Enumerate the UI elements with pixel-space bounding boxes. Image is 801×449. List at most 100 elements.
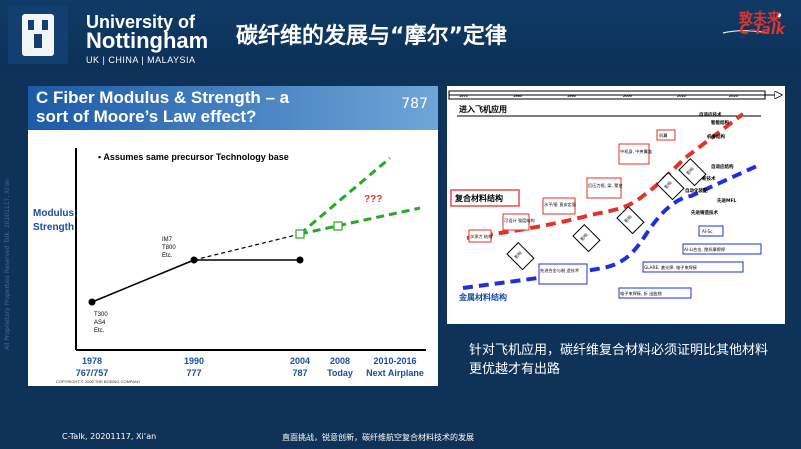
square-2004 (295, 229, 305, 239)
left-title-bar: C Fiber Modulus & Strength – a sort of M… (28, 86, 438, 130)
tag-4: 影响 (656, 171, 685, 201)
red-box-5 (618, 143, 650, 165)
square-2008 (333, 221, 343, 231)
left-chart: • Assumes same precursor Technology base… (33, 148, 426, 384)
red-box-1 (468, 229, 492, 243)
blue-box-2 (618, 287, 692, 299)
red-box-1-text: 次承力 结构 (470, 233, 492, 240)
tick-2008-year: 2008 (330, 356, 350, 366)
blue-box-5-text: Al-Sc (702, 229, 713, 234)
red-box-5-text: 中机身, 中央翼盒 (620, 148, 653, 155)
left-title: C Fiber Modulus & Strength – a sort of M… (36, 88, 289, 126)
tag-3-text: 影响 (623, 213, 634, 224)
question-text: ??? (364, 194, 382, 205)
left-panel: C Fiber Modulus & Strength – a sort of M… (28, 86, 438, 386)
label-1978-c: Etc. (94, 328, 105, 334)
blue-right-1: 自适应结构 (711, 163, 734, 170)
blue-box-1-text: 先进合金与制 造技术 (540, 267, 580, 274)
left-787-tag: 787 (401, 96, 428, 112)
blue-box-3-text: GLARE, 激光焊, 电子束焊接 (644, 264, 698, 271)
red-box-3-text: 水平/垂 直安定面 (544, 201, 576, 208)
timeline-1980: 1980 (513, 93, 523, 98)
tag-1-text: 影响 (513, 249, 524, 260)
timeline-2000: 2000 (623, 93, 633, 98)
tag-2-text: 影响 (579, 231, 590, 242)
metal-label: 金属材料结构 (458, 292, 507, 302)
tick-2004-sub: 787 (292, 368, 307, 378)
logo-line2: Nottingham (86, 28, 209, 53)
tick-1990-sub: 777 (186, 368, 201, 378)
tag-4-text: 影响 (663, 179, 674, 190)
point-2004 (296, 256, 304, 264)
label-1990-a: IM7 (162, 237, 173, 243)
right-panel: 1970 1980 1990 2000 2010 2020 进入飞机应用 复合材… (447, 86, 785, 324)
composite-label: 复合材料结构 (454, 193, 503, 203)
point-1978 (88, 298, 96, 306)
caption: 针对飞机应用，碳纤维复合材料必须证明比其他材料更优越才有出路 (469, 343, 769, 377)
brand-logo-icon (722, 12, 782, 34)
green-upper (299, 156, 391, 236)
red-box-2-text: 可设计 强度结构 (504, 217, 535, 224)
blue-right-2: 自诊断技术 (693, 175, 716, 182)
brand-cn: 致未来 (739, 11, 781, 27)
top-left-label: 进入飞机应用 (459, 104, 507, 114)
tick-2010-year: 2010-2016 (373, 356, 416, 366)
composite-label-box (450, 189, 520, 207)
trend-solid-1 (91, 259, 195, 303)
tick-2010-sub: Next Airplane (366, 368, 424, 378)
red-box-3 (542, 197, 576, 215)
copyright: COPYRIGHT © 2006 THE BOEING COMPANY (56, 379, 141, 384)
y-label-line1: Modulus; (33, 208, 77, 219)
timeline-1970: 1970 (459, 93, 469, 98)
red-box-4 (586, 177, 622, 199)
red-box-6-text: 机翼 (659, 132, 667, 139)
left-title-line2: sort of Moore’s Law effect? (36, 107, 257, 126)
tick-1990-year: 1990 (184, 356, 204, 366)
tag-5-text: 影响 (685, 165, 696, 176)
blue-right-4: 先进MFL (717, 197, 737, 204)
tick-1978-year: 1978 (82, 356, 102, 366)
brand-en: C-Talk (739, 22, 785, 38)
tick-2008-sub: Today (327, 368, 353, 378)
timeline-2010: 2010 (677, 93, 687, 98)
header-band (0, 0, 801, 70)
red-box-4-text: 后压力框, 梁, 蒙皮 (588, 182, 623, 189)
label-1978-b: AS4 (94, 320, 106, 326)
left-title-line1: C Fiber Modulus & Strength – a (36, 88, 290, 107)
trend-dashed (193, 233, 301, 261)
label-1978-a: T300 (94, 312, 108, 318)
tick-1978-sub: 767/757 (76, 368, 109, 378)
footer-center: 直面挑战，锐意创新，碳纤维航空复合材料技术的发展 (282, 433, 474, 442)
blue-box-5 (698, 225, 724, 237)
red-box-6 (656, 129, 676, 141)
tag-2: 影响 (572, 223, 601, 253)
red-right-3: 机身结构 (707, 133, 725, 140)
blue-box-4-text: Al-Li合金, 搅拌摩擦焊 (684, 246, 726, 253)
blue-right-3: 自动化装配 (685, 187, 708, 194)
university-logo-icon (8, 6, 68, 64)
footer-left: C-Talk, 20201117, Xi’an (62, 432, 157, 441)
right-diagram: 1970 1980 1990 2000 2010 2020 进入飞机应用 复合材… (448, 90, 785, 302)
blue-right-5: 先进铸造技术 (691, 209, 718, 216)
y-label-line2: Strength (33, 222, 74, 233)
blue-box-2-text: 电子束焊接, 折 出曲翘 (620, 290, 662, 297)
timeline-2020: 2020 (729, 93, 739, 98)
blue-box-4 (682, 243, 762, 255)
tag-3: 影响 (616, 205, 645, 235)
green-lower (299, 206, 421, 236)
blue-box-3 (642, 261, 744, 273)
note: • Assumes same precursor Technology base (98, 152, 289, 162)
timeline-1990: 1990 (567, 93, 577, 98)
logo-line1: University of (86, 12, 196, 32)
tick-2004-year: 2004 (290, 356, 310, 366)
tag-1: 影响 (506, 241, 535, 271)
red-box-2 (502, 213, 530, 231)
blue-box-1 (538, 263, 588, 285)
red-right-2: 智能结构 (711, 119, 729, 126)
point-1990 (190, 256, 198, 264)
label-1990-b: T800 (162, 245, 176, 251)
logo-line3: UK | CHINA | MALAYSIA (86, 55, 196, 65)
red-right-1: 自适应技术 (699, 111, 722, 118)
blue-curve (462, 164, 758, 290)
slide-title: 碳纤维的发展与“摩尔”定律 (236, 24, 507, 49)
